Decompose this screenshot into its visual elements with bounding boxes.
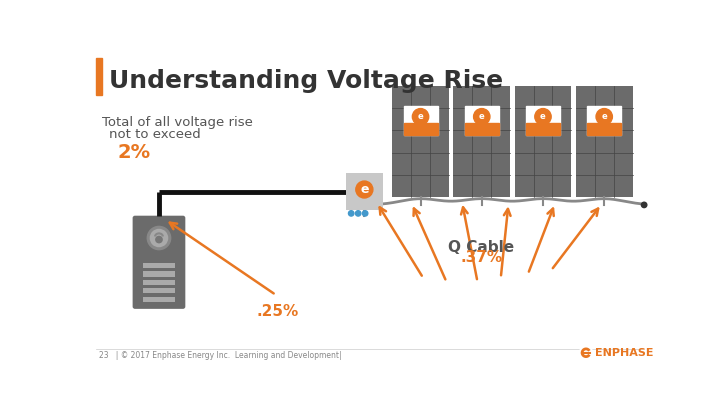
Bar [465,123,499,135]
Bar [588,123,621,135]
Bar [454,85,510,197]
Circle shape [356,181,373,198]
Text: Q Cable: Q Cable [449,240,514,255]
FancyBboxPatch shape [132,216,185,309]
Circle shape [474,109,490,125]
Text: Understanding Voltage Rise: Understanding Voltage Rise [109,69,503,93]
Text: .25%: .25% [256,304,299,319]
Bar [143,271,175,277]
Text: .37%: .37% [460,250,503,265]
Bar [576,85,632,197]
Circle shape [642,202,647,208]
Circle shape [596,109,613,125]
Bar [143,288,175,294]
Text: 23   | © 2017 Enphase Energy Inc.  Learning and Development|: 23 | © 2017 Enphase Energy Inc. Learning… [99,351,342,360]
Bar [143,279,175,285]
Bar [526,123,560,135]
Circle shape [413,109,428,125]
Circle shape [150,229,168,247]
Circle shape [348,211,354,216]
Bar [515,85,571,197]
Bar [346,173,383,210]
Circle shape [362,211,368,216]
Circle shape [535,109,552,125]
Text: Total of all voltage rise: Total of all voltage rise [102,116,253,129]
Bar [96,58,102,95]
Circle shape [356,211,361,216]
Text: e: e [540,112,546,121]
Text: e: e [360,183,369,196]
Bar [143,296,175,302]
Text: e: e [479,112,485,121]
Bar [588,106,621,135]
Bar [404,106,438,135]
Text: not to exceed: not to exceed [109,128,201,141]
Bar [392,85,449,197]
Bar [143,263,175,268]
Bar [404,123,438,135]
Bar [526,106,560,135]
Text: 2%: 2% [117,143,150,162]
Bar [465,106,499,135]
Circle shape [147,226,171,250]
Text: ENPHASE: ENPHASE [595,348,654,358]
Text: e: e [418,112,423,121]
Circle shape [155,236,163,243]
Circle shape [580,347,593,359]
Text: e: e [601,112,607,121]
